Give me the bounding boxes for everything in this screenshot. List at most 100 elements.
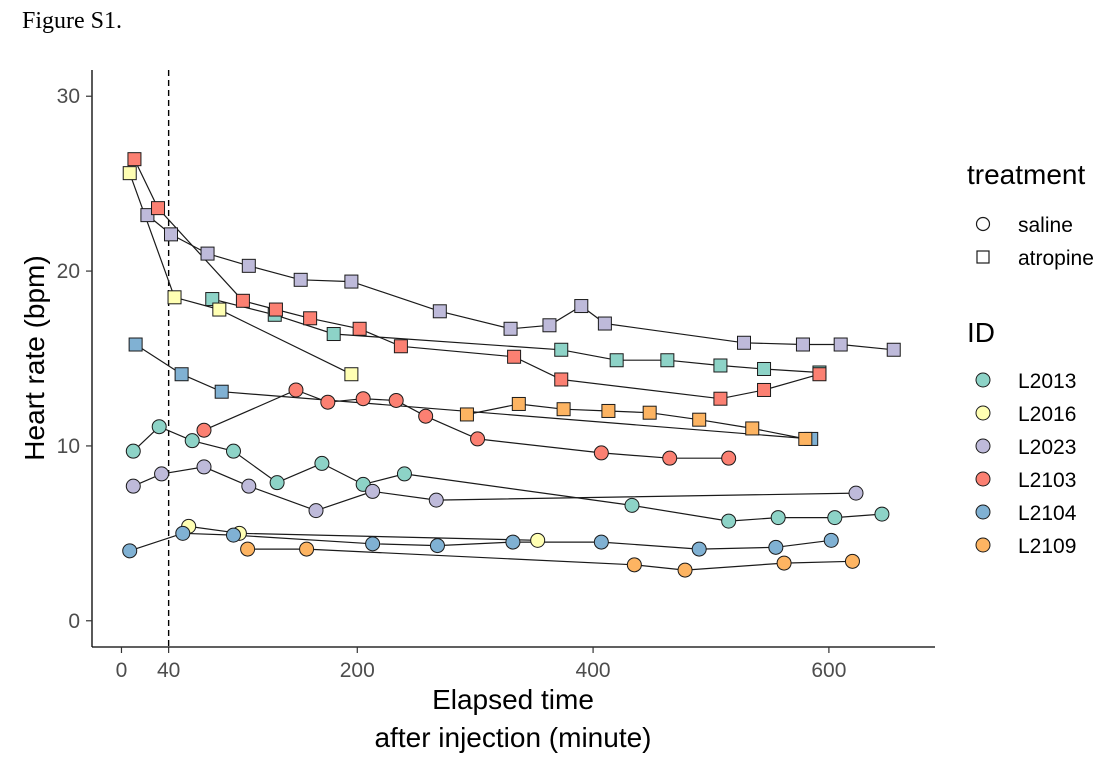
legend-title-treatment: treatment bbox=[967, 159, 1085, 190]
point-L2023-atropine bbox=[886, 342, 901, 357]
point-L2013-saline bbox=[314, 455, 330, 471]
point-L2013-saline bbox=[396, 466, 412, 482]
point-L2023-saline bbox=[154, 466, 170, 482]
series-points bbox=[122, 152, 901, 578]
x-tick-label: 0 bbox=[116, 659, 128, 682]
series-line-L2109-atropine bbox=[466, 403, 806, 440]
point-L2016-saline bbox=[530, 532, 546, 548]
point-L2023-atropine bbox=[795, 337, 810, 352]
x-tick-label: 40 bbox=[157, 659, 180, 682]
point-L2103-atropine bbox=[757, 382, 772, 397]
legend-key-saline bbox=[975, 216, 991, 232]
point-L2023-saline bbox=[308, 503, 324, 519]
legend-key-L2023 bbox=[975, 438, 991, 454]
point-L2013-atropine bbox=[554, 342, 569, 357]
legend-key-L2109 bbox=[975, 537, 991, 553]
point-L2013-atropine bbox=[205, 292, 220, 307]
point-L2013-atropine bbox=[660, 353, 675, 368]
point-L2109-atropine bbox=[798, 431, 813, 446]
point-L2109-saline bbox=[776, 555, 792, 571]
y-tick-label: 20 bbox=[57, 260, 80, 283]
point-L2103-saline bbox=[355, 391, 371, 407]
point-L2013-saline bbox=[874, 506, 890, 522]
point-L2109-saline bbox=[844, 553, 860, 569]
point-L2013-atropine bbox=[757, 361, 772, 376]
point-L2109-atropine bbox=[459, 407, 474, 422]
point-L2023-atropine bbox=[736, 335, 751, 350]
point-L2103-saline bbox=[388, 392, 404, 408]
point-L2013-atropine bbox=[713, 358, 728, 373]
point-L2016-atropine bbox=[167, 290, 182, 305]
point-L2104-saline bbox=[823, 532, 839, 548]
point-L2109-atropine bbox=[642, 405, 657, 420]
x-axis-title-line2: after injection (minute) bbox=[374, 722, 651, 753]
series-line-L2109-saline bbox=[247, 548, 853, 571]
legend-key-L2013 bbox=[975, 372, 991, 388]
y-tick-label: 10 bbox=[57, 435, 80, 458]
point-L2013-saline bbox=[827, 510, 843, 526]
point-L2016-atropine bbox=[122, 166, 137, 181]
point-L2023-atropine bbox=[241, 258, 256, 273]
series-line-L2016-atropine bbox=[129, 172, 352, 375]
x-tick-label: 200 bbox=[340, 659, 375, 682]
point-L2023-atropine bbox=[200, 246, 215, 261]
series-line-L2103-atropine bbox=[133, 158, 820, 400]
point-L2104-saline bbox=[691, 541, 707, 557]
point-L2103-saline bbox=[662, 450, 678, 466]
point-L2016-atropine bbox=[344, 367, 359, 382]
series-lines bbox=[129, 158, 894, 571]
point-L2104-saline bbox=[768, 539, 784, 555]
legend-label-L2109: L2109 bbox=[1018, 535, 1076, 558]
point-L2103-saline bbox=[418, 408, 434, 424]
point-L2023-saline bbox=[125, 478, 141, 494]
point-L2103-saline bbox=[593, 445, 609, 461]
point-L2103-atropine bbox=[507, 349, 522, 364]
y-tick-label: 0 bbox=[68, 610, 80, 633]
point-L2109-atropine bbox=[556, 402, 571, 417]
point-L2109-atropine bbox=[601, 403, 616, 418]
y-axis-title: Heart rate (bpm) bbox=[19, 255, 50, 460]
point-L2109-saline bbox=[626, 557, 642, 573]
point-L2103-atropine bbox=[554, 372, 569, 387]
point-L2104-saline bbox=[175, 525, 191, 541]
point-L2023-atropine bbox=[574, 299, 589, 314]
axis-ticks: 0 40 200 400 600 0 10 20 30 bbox=[57, 85, 847, 682]
point-L2109-saline bbox=[240, 541, 256, 557]
point-L2104-atropine bbox=[214, 384, 229, 399]
point-L2013-saline bbox=[184, 433, 200, 449]
point-L2013-saline bbox=[721, 513, 737, 529]
legend-label-L2013: L2013 bbox=[1018, 370, 1076, 393]
point-L2104-saline bbox=[225, 527, 241, 543]
point-L2023-saline bbox=[196, 459, 212, 475]
legend-key-L2104 bbox=[975, 504, 991, 520]
point-L2104-atropine bbox=[174, 367, 189, 382]
point-L2016-atropine bbox=[212, 302, 227, 317]
point-L2103-saline bbox=[470, 431, 486, 447]
point-L2109-atropine bbox=[745, 421, 760, 436]
point-L2104-saline bbox=[122, 543, 138, 559]
point-L2013-atropine bbox=[609, 353, 624, 368]
point-L2109-saline bbox=[299, 541, 315, 557]
point-L2103-atropine bbox=[235, 293, 250, 308]
point-L2023-atropine bbox=[293, 272, 308, 287]
point-L2013-saline bbox=[225, 443, 241, 459]
legend-label-atropine: atropine bbox=[1018, 247, 1094, 270]
point-L2104-saline bbox=[365, 536, 381, 552]
point-L2109-saline bbox=[677, 562, 693, 578]
plot-axes bbox=[91, 70, 935, 648]
series-line-L2104-saline bbox=[129, 532, 832, 552]
point-L2013-saline bbox=[151, 419, 167, 435]
legend: treatment saline atropine ID L2013 L2016 L2… bbox=[967, 159, 1094, 558]
point-L2104-saline bbox=[505, 534, 521, 550]
point-L2023-saline bbox=[365, 483, 381, 499]
legend-label-L2103: L2103 bbox=[1018, 469, 1076, 492]
point-L2023-atropine bbox=[503, 321, 518, 336]
legend-label-saline: saline bbox=[1018, 214, 1073, 237]
point-L2023-atropine bbox=[432, 304, 447, 319]
point-L2013-saline bbox=[125, 443, 141, 459]
point-L2023-saline bbox=[848, 485, 864, 501]
series-line-L2013-saline bbox=[132, 425, 882, 522]
point-L2103-atropine bbox=[812, 367, 827, 382]
series-line-L2023-saline bbox=[133, 466, 857, 512]
